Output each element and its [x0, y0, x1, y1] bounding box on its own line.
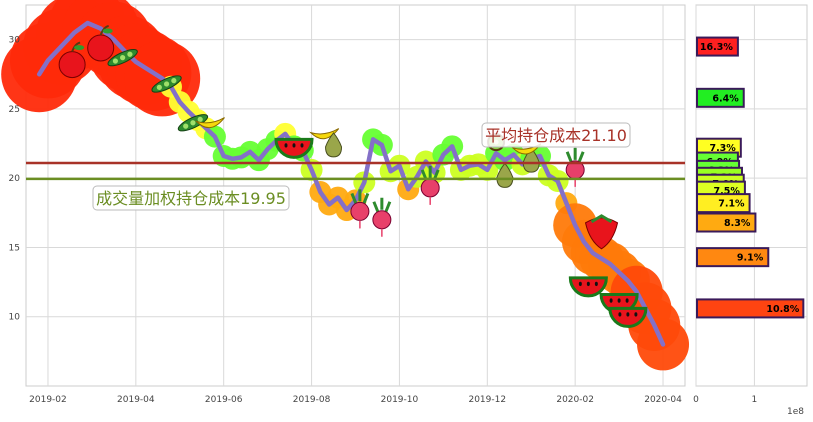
y-tick-label: 30 [9, 36, 21, 46]
peapod-pea [156, 84, 162, 90]
volume-bar [696, 212, 757, 233]
fruit-icons [58, 24, 648, 328]
volume-x-tick-label: 0 [693, 395, 699, 405]
pear-body [325, 132, 343, 158]
peapod-pea [171, 77, 177, 84]
volume-bar [696, 247, 770, 268]
reference-line-label: 平均持仓成本21.10 [485, 126, 627, 145]
volume-bar-label: 6.4% [712, 93, 739, 104]
volume-bar-label: 7.1% [718, 199, 745, 210]
banana-body [309, 128, 340, 140]
pear-icon [496, 162, 514, 188]
reference-label-box [481, 122, 631, 148]
pear-icon [325, 132, 343, 158]
peapod-pea [183, 123, 189, 129]
price-chart: 平均持仓成本21.10 成交量加权持仓成本19.95 2019-02 2019-04… [1, 0, 690, 405]
pear-body [496, 162, 514, 188]
apple-stem [99, 24, 109, 36]
strawberry-body [584, 217, 619, 250]
peapod-pea [190, 120, 196, 126]
strawberry-icon [584, 214, 619, 250]
volume-profile-chart: 16.3%6.4%7.3%6.9%6.3%7.2%7.0%7.5%7.1%8.3… [693, 4, 808, 417]
reference-label-box [92, 185, 290, 211]
volume-bar-label: 7.3% [709, 143, 736, 154]
x-tick-label: 2019-02 [29, 395, 67, 405]
peapod-pea [127, 51, 133, 57]
peapod-pea [112, 58, 119, 64]
peapod-pea [197, 116, 203, 122]
volume-bar-label: 16.3% [700, 42, 733, 53]
radish-body [372, 210, 392, 230]
volume-bar [696, 298, 805, 319]
reference-line-label: 成交量加权持仓成本19.95 [96, 189, 286, 208]
radish-leaves [372, 197, 392, 213]
watermelon-seed [626, 312, 630, 317]
strawberry-leaves [590, 214, 613, 224]
peapod-icon [177, 114, 209, 132]
radish-body [350, 201, 370, 221]
radish-leaves [350, 189, 370, 204]
radish-body [420, 178, 440, 198]
volume-bar-label: 10.8% [766, 304, 799, 315]
watermelon-seed [284, 143, 288, 148]
banana-body [194, 117, 225, 129]
x-axis-ticks: 2019-02 2019-04 2019-06 2019-08 2019-10 2019-… [29, 395, 682, 405]
x-tick-label: 2019-12 [468, 395, 506, 405]
y-tick-label: 20 [9, 174, 21, 184]
watermelon-icon [274, 137, 314, 159]
y-tick-label: 15 [9, 243, 20, 253]
radish-leaves [565, 147, 585, 163]
watermelon-seed [300, 143, 304, 148]
volume-bar-label: 8.3% [724, 218, 751, 229]
volume-scale-label: 1e8 [787, 407, 804, 417]
peapod-icon [107, 49, 138, 67]
watermelon-seed [618, 312, 622, 317]
x-tick-label: 2020-04 [644, 395, 682, 405]
apple-stem [71, 41, 81, 52]
apple-icon [87, 24, 115, 62]
apple-body [58, 51, 86, 79]
watermelon-seed [586, 281, 590, 287]
radish-icon [565, 147, 585, 187]
volume-bar [696, 36, 739, 57]
x-tick-label: 2019-08 [293, 395, 331, 405]
radish-icon [350, 189, 370, 229]
apple-icon [58, 41, 86, 79]
volume-bar-label: 7.5% [714, 186, 741, 197]
x-tick-label: 2019-06 [205, 395, 243, 405]
volume-bar-label: 9.1% [737, 253, 764, 264]
x-tick-label: 2019-04 [117, 395, 155, 405]
y-axis-ticks: 10 15 20 25 30 [9, 36, 21, 323]
watermelon-icon [568, 276, 608, 298]
watermelon-seed [617, 298, 621, 303]
peapod-pea [163, 81, 170, 87]
x-tick-label: 2019-10 [381, 395, 419, 405]
peapod-pea [120, 55, 126, 61]
watermelon-seed [634, 312, 638, 317]
peapod-icon [151, 75, 182, 93]
volume-bar [696, 193, 751, 214]
apple-leaf [74, 45, 85, 51]
volume-x-tick-label: 1 [752, 395, 758, 405]
banana-icon [309, 128, 340, 140]
apple-leaf [102, 28, 113, 34]
y-tick-label: 10 [9, 313, 21, 323]
watermelon-seed [609, 298, 613, 303]
watermelon-seed [594, 281, 598, 287]
watermelon-seed [292, 143, 296, 148]
reference-lines: 平均持仓成本21.10 成交量加权持仓成本19.95 [26, 122, 685, 211]
x-tick-label: 2020-02 [556, 395, 594, 405]
watermelon-seed [625, 298, 629, 303]
y-tick-label: 25 [9, 105, 20, 115]
watermelon-icon [608, 306, 648, 328]
volume-profile-bars: 16.3%6.4%7.3%6.9%6.3%7.2%7.0%7.5%7.1%8.3… [696, 36, 805, 319]
banana-icon [194, 117, 225, 129]
watermelon-seed [578, 281, 582, 287]
radish-icon [372, 197, 392, 237]
apple-body [87, 34, 115, 62]
volume-bar [696, 87, 745, 108]
